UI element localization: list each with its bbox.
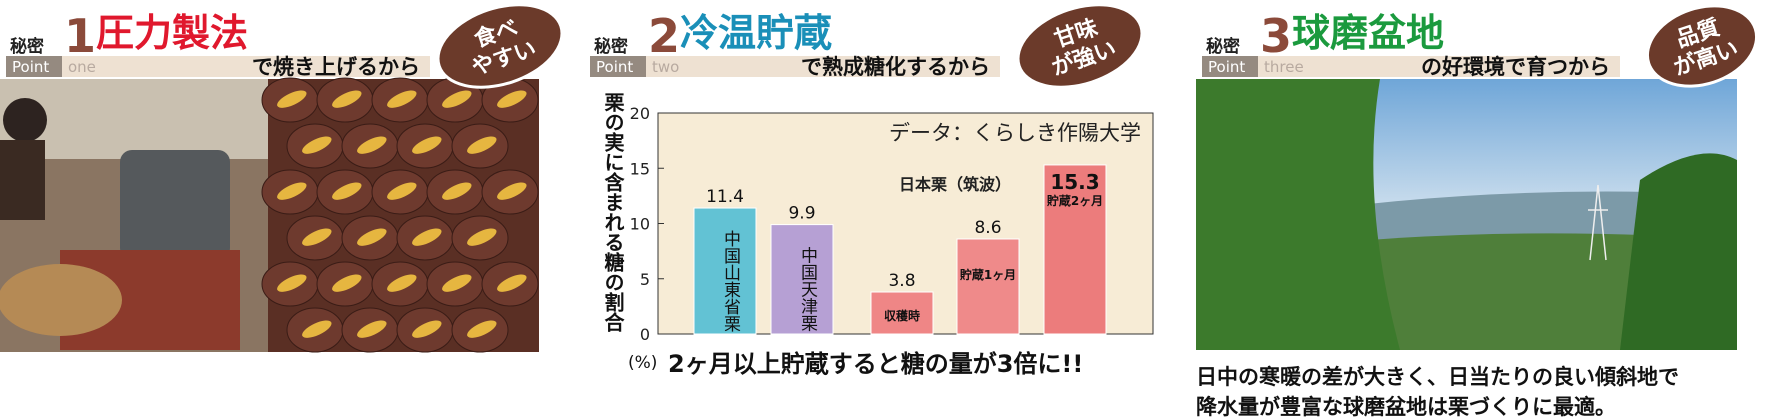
chestnut-crack [412, 320, 442, 338]
point-title: 圧力製法 [96, 11, 248, 55]
value-label: 3.8 [888, 271, 915, 291]
chestnut-crack [412, 136, 442, 154]
badge [1645, 4, 1759, 88]
chestnut-crack [302, 320, 332, 338]
chestnut-crack [277, 274, 307, 292]
chestnut-crack [277, 182, 307, 200]
point-subtitle: で熟成糖化するから [801, 55, 990, 79]
value-label: 9.9 [788, 204, 815, 224]
y-axis-label: 栗の実に含まれる糖の割合 [601, 92, 625, 332]
point-subtitle: の好環境で育つから [1421, 55, 1610, 79]
badge [436, 3, 564, 89]
chestnut-crack [357, 136, 387, 154]
point-label: Point [1208, 58, 1245, 76]
point-word: one [68, 58, 96, 76]
caption-line: 日中の寒暖の差が大きく、日当たりの良い傾斜地で [1196, 365, 1679, 389]
point-subtitle: で焼き上げるから [252, 55, 420, 79]
y-tick-label: 20 [630, 104, 650, 123]
bar [1043, 164, 1107, 335]
chestnut-crack [387, 182, 417, 200]
point-label: Point [12, 58, 49, 76]
secret-label: 秘密 [1206, 36, 1240, 57]
y-tick-label: 10 [630, 215, 650, 234]
point-box [590, 56, 646, 77]
point-title: 冷温貯蔵 [680, 11, 832, 55]
bar-label: 中国天津栗 [797, 247, 818, 332]
point-word: two [652, 58, 679, 76]
photo-machine [0, 79, 268, 352]
point-number: 2 [648, 9, 680, 63]
y-tick-label: 5 [640, 270, 650, 289]
point-strip [590, 56, 1000, 77]
chestnut-crack [497, 182, 527, 200]
chestnut-crack [412, 228, 442, 246]
source-note: データ：くらしき作陽大学 [889, 121, 1141, 145]
bar [770, 224, 834, 335]
chestnut-crack [387, 90, 417, 108]
point-box [6, 56, 62, 77]
point-box [1202, 56, 1258, 77]
bar-label: 中国山東省栗 [720, 230, 741, 332]
bar-label: 貯蔵2ヶ月 [1047, 193, 1103, 208]
chestnut-crack [442, 182, 472, 200]
photo-landscape [1196, 79, 1737, 350]
bar [956, 238, 1020, 335]
point-label: Point [596, 58, 633, 76]
point-title: 球磨盆地 [1292, 11, 1444, 55]
conclusion: 2ヶ月以上貯蔵すると糖の量が3倍に!! [668, 350, 1083, 378]
chestnut-crack [357, 228, 387, 246]
value-label: 11.4 [706, 187, 744, 207]
chestnut-crack [467, 228, 497, 246]
point-number: 3 [1260, 9, 1292, 63]
badge [1016, 3, 1144, 89]
bar [693, 207, 757, 335]
chestnut-crack [442, 274, 472, 292]
secret-label: 秘密 [10, 36, 44, 57]
chestnut-crack [467, 136, 497, 154]
chestnut-crack [302, 136, 332, 154]
chestnut-crack [302, 228, 332, 246]
chestnut-crack [332, 274, 362, 292]
chestnut-crack [387, 274, 417, 292]
group-label: 日本栗（筑波） [899, 175, 1011, 194]
caption-line: 降水量が豊富な球磨盆地は栗づくりに最適。 [1196, 395, 1616, 419]
chestnut-crack [467, 320, 497, 338]
chestnut-crack [332, 90, 362, 108]
value-label: 8.6 [974, 218, 1001, 238]
chestnut-crack [442, 90, 472, 108]
chestnut-crack [497, 274, 527, 292]
point-number: 1 [64, 9, 96, 63]
secret-label: 秘密 [594, 36, 628, 57]
photo-chestnuts [261, 77, 539, 353]
y-tick-label: 15 [630, 159, 650, 178]
chestnut-crack [277, 90, 307, 108]
point-strip [1202, 56, 1620, 77]
y-tick-label: 0 [640, 325, 650, 344]
bar-label: 貯蔵1ヶ月 [960, 267, 1016, 282]
unit-label: (%) [628, 353, 657, 373]
value-label: 15.3 [1050, 170, 1099, 194]
chestnut-crack [357, 320, 387, 338]
point-strip [6, 56, 430, 77]
point-word: three [1264, 58, 1304, 76]
chestnut-crack [497, 90, 527, 108]
bar-label: 収穫時 [884, 308, 920, 323]
bar [870, 291, 934, 335]
chestnut-crack [332, 182, 362, 200]
